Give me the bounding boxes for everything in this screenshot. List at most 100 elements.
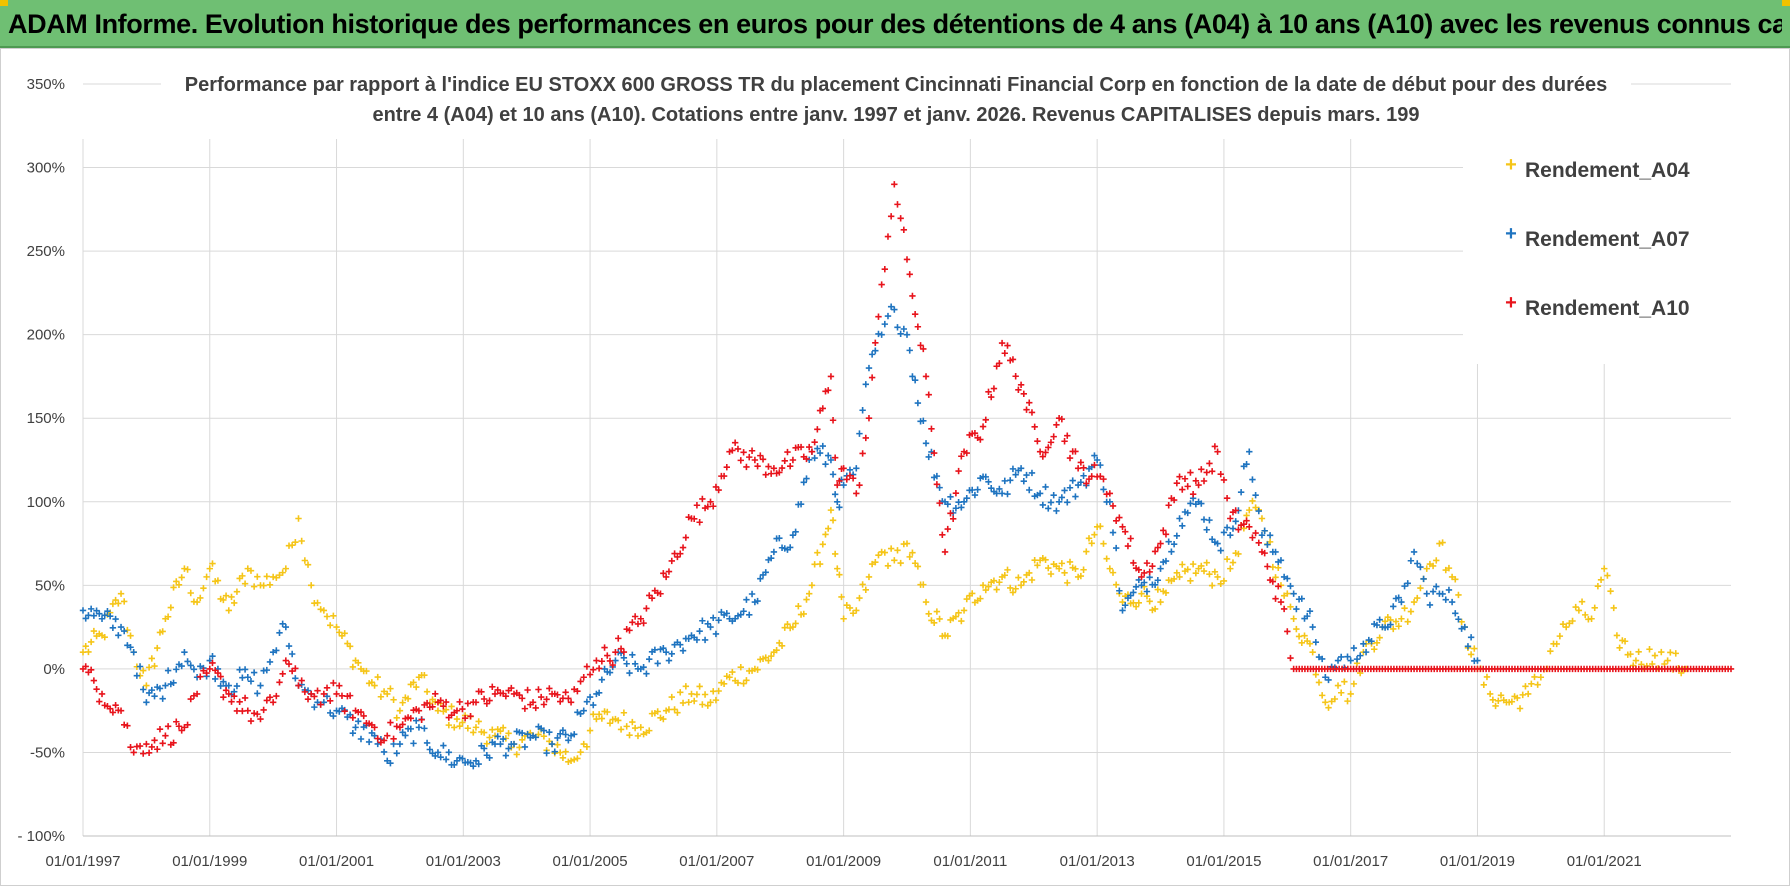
data-point-a04 (121, 598, 128, 605)
data-point-a07 (292, 675, 299, 682)
scatter-chart: - 100%-50%0%50%100%150%200%250%300%350% … (1, 49, 1789, 885)
data-point-a10 (814, 426, 821, 433)
data-point-a07 (643, 670, 650, 677)
data-point-a10 (1217, 470, 1224, 478)
data-point-a04 (1514, 694, 1521, 702)
data-point-a04 (368, 679, 376, 686)
data-point-a07 (410, 740, 417, 747)
data-point-a07 (304, 687, 312, 694)
data-point-a07 (668, 650, 675, 657)
data-point-a04 (1404, 618, 1411, 625)
data-point-a07 (606, 669, 614, 676)
data-point-a10 (671, 550, 678, 557)
data-point-a10 (660, 570, 667, 577)
data-point-a07 (878, 331, 885, 338)
data-point-a04 (127, 632, 134, 639)
data-point-a10 (214, 669, 222, 677)
data-point-a04 (1414, 594, 1421, 602)
data-point-a04 (620, 709, 628, 716)
x-tick-label: 01/01/2017 (1313, 853, 1388, 870)
data-point-a07 (1106, 498, 1114, 505)
data-point-a04 (634, 732, 642, 740)
data-point-a07 (960, 498, 968, 505)
data-point-a07 (1309, 623, 1316, 631)
data-point-a04 (1455, 591, 1462, 599)
data-point-a10 (1269, 578, 1277, 585)
data-point-a10 (648, 594, 656, 602)
data-point-a04 (1112, 581, 1120, 588)
data-point-a10 (1284, 628, 1291, 635)
data-point-a10 (228, 698, 235, 705)
data-point-a07 (556, 730, 564, 738)
data-point-a10 (1189, 491, 1197, 498)
data-point-a10 (906, 271, 913, 278)
data-point-a04 (1350, 680, 1358, 688)
data-point-a04 (187, 589, 194, 597)
data-point-a07 (1017, 465, 1025, 472)
data-point-a04 (840, 615, 847, 622)
data-point-a04 (1004, 566, 1011, 574)
data-point-a10 (884, 233, 892, 240)
data-point-a07 (740, 608, 747, 615)
data-point-a10 (757, 452, 764, 459)
data-point-a04 (1381, 618, 1389, 625)
data-point-a07 (190, 666, 198, 673)
data-point-a10 (1181, 475, 1189, 482)
data-point-a07 (914, 399, 922, 407)
data-point-a04 (836, 571, 843, 578)
data-point-a10 (173, 718, 180, 725)
data-point-a07 (757, 575, 764, 582)
data-point-a04 (442, 706, 450, 713)
data-point-a07 (1214, 540, 1221, 547)
data-point-a07 (715, 617, 722, 624)
data-point-a07 (903, 331, 911, 338)
data-point-a10 (1203, 469, 1210, 476)
data-point-a04 (451, 724, 458, 731)
data-point-a10 (1264, 563, 1271, 570)
data-point-a10 (859, 450, 866, 457)
data-point-a07 (96, 610, 103, 617)
data-point-a07 (282, 623, 290, 631)
data-point-a10 (825, 387, 832, 394)
data-point-a07 (117, 623, 125, 631)
data-point-a10 (314, 687, 321, 694)
data-point-a10 (1162, 531, 1170, 538)
data-point-a10 (1012, 373, 1019, 380)
data-point-a10 (679, 544, 687, 551)
data-point-a04 (413, 683, 420, 691)
chart-legend[interactable]: + Rendement_A04 + Rendement_A07 + Rendem… (1463, 139, 1733, 364)
data-point-a04 (1371, 646, 1378, 653)
data-point-a07 (819, 442, 826, 450)
data-point-a10 (949, 515, 957, 523)
data-point-a07 (974, 486, 981, 493)
data-point-a07 (101, 612, 108, 619)
data-point-a04 (483, 740, 491, 747)
data-point-a04 (480, 729, 488, 736)
data-point-a10 (1255, 539, 1262, 546)
data-point-a07 (1009, 465, 1017, 473)
data-point-a07 (1026, 486, 1033, 494)
data-point-a07 (1373, 621, 1381, 629)
data-point-a04 (173, 578, 180, 585)
data-point-a07 (1417, 563, 1424, 571)
data-point-a07 (510, 740, 518, 748)
data-point-a07 (651, 646, 659, 654)
data-point-a07 (909, 373, 916, 380)
data-point-a07 (814, 445, 821, 452)
data-point-a07 (825, 452, 832, 459)
data-point-a10 (637, 615, 644, 622)
data-point-a04 (606, 720, 614, 727)
data-point-a04 (143, 682, 150, 689)
data-point-a10 (634, 620, 642, 628)
data-point-a07 (925, 453, 932, 461)
data-point-a04 (853, 607, 860, 614)
data-point-a10 (729, 447, 736, 454)
data-point-a04 (445, 721, 453, 729)
data-point-a07 (872, 347, 879, 354)
data-point-a04 (637, 724, 644, 731)
data-point-a04 (1429, 562, 1437, 570)
data-point-a07 (1001, 477, 1008, 485)
data-point-a10 (301, 688, 309, 696)
data-point-a04 (540, 733, 548, 740)
data-point-a07 (583, 698, 591, 705)
